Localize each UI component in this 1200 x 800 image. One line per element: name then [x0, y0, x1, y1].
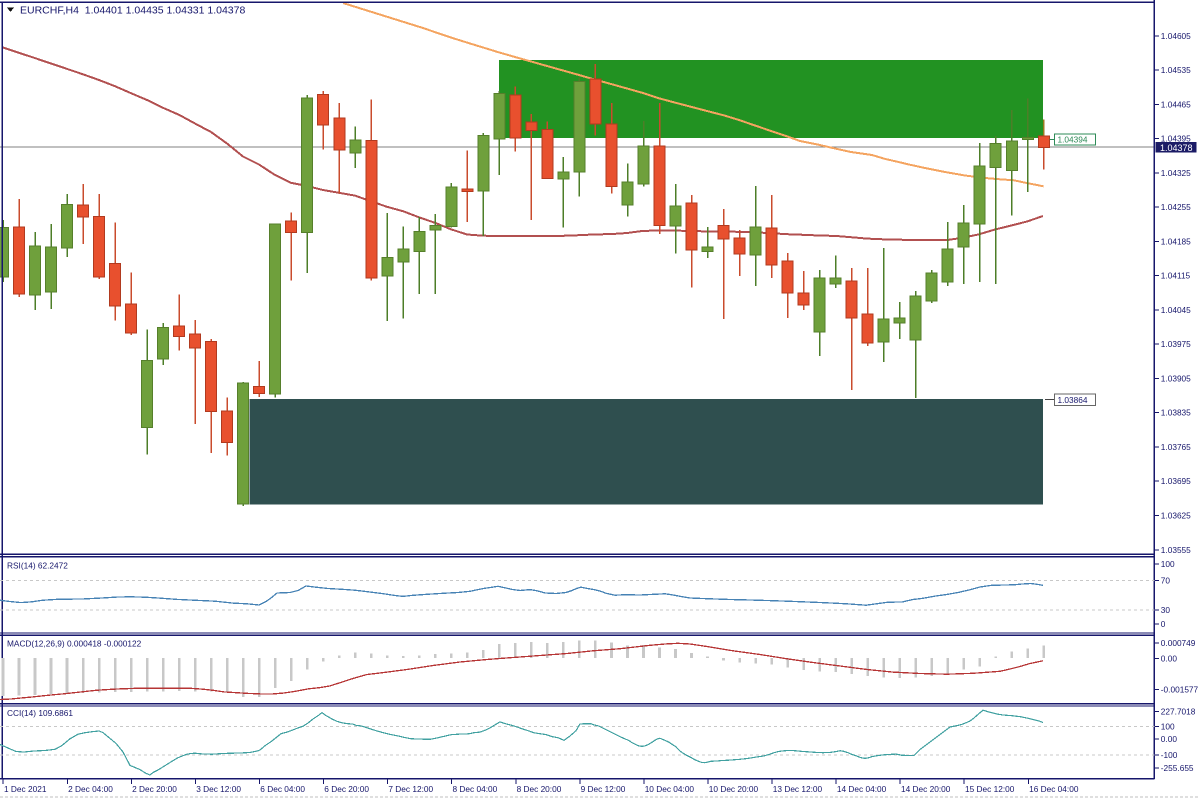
svg-text:2 Dec 04:00: 2 Dec 04:00	[68, 784, 113, 794]
svg-text:1.03625: 1.03625	[1161, 511, 1191, 521]
svg-text:10 Dec 20:00: 10 Dec 20:00	[709, 784, 759, 794]
svg-text:1.04394: 1.04394	[1058, 135, 1088, 145]
svg-text:15 Dec 12:00: 15 Dec 12:00	[965, 784, 1015, 794]
svg-text:1.03864: 1.03864	[1058, 395, 1088, 405]
svg-text:1 Dec 2021: 1 Dec 2021	[4, 784, 47, 794]
svg-text:-255.655: -255.655	[1161, 763, 1194, 773]
svg-text:1.04465: 1.04465	[1161, 99, 1191, 109]
svg-text:1.04115: 1.04115	[1161, 271, 1191, 281]
svg-text:-100: -100	[1161, 750, 1178, 760]
svg-text:1.04378: 1.04378	[1160, 143, 1193, 153]
svg-text:1.04605: 1.04605	[1161, 31, 1191, 41]
svg-text:EURCHF,H4 1.04401 1.04435 1.0: EURCHF,H4 1.04401 1.04435 1.04331 1.0437…	[20, 5, 245, 17]
svg-text:RSI(14) 62.2472: RSI(14) 62.2472	[7, 561, 68, 571]
svg-text:1.03555: 1.03555	[1161, 545, 1191, 555]
svg-text:16 Dec 04:00: 16 Dec 04:00	[1029, 784, 1079, 794]
svg-text:1.04045: 1.04045	[1161, 305, 1191, 315]
svg-text:7 Dec 12:00: 7 Dec 12:00	[388, 784, 433, 794]
svg-text:9 Dec 12:00: 9 Dec 12:00	[581, 784, 626, 794]
svg-text:CCI(14) 109.6861: CCI(14) 109.6861	[7, 708, 73, 718]
svg-text:8 Dec 04:00: 8 Dec 04:00	[453, 784, 498, 794]
svg-text:-0.001577: -0.001577	[1161, 685, 1199, 695]
svg-text:70: 70	[1161, 576, 1171, 586]
svg-text:6 Dec 04:00: 6 Dec 04:00	[260, 784, 305, 794]
svg-text:1.03695: 1.03695	[1161, 476, 1191, 486]
svg-text:0.000749: 0.000749	[1161, 638, 1196, 648]
svg-text:1.03905: 1.03905	[1161, 373, 1191, 383]
svg-text:100: 100	[1161, 559, 1175, 569]
svg-text:10 Dec 04:00: 10 Dec 04:00	[645, 784, 695, 794]
svg-text:1.03765: 1.03765	[1161, 442, 1191, 452]
svg-text:8 Dec 20:00: 8 Dec 20:00	[517, 784, 562, 794]
svg-text:6 Dec 20:00: 6 Dec 20:00	[324, 784, 369, 794]
svg-text:0.00: 0.00	[1161, 734, 1178, 744]
svg-text:1.04535: 1.04535	[1161, 65, 1191, 75]
svg-text:MACD(12,26,9) 0.000418 -0.0001: MACD(12,26,9) 0.000418 -0.000122	[7, 639, 142, 649]
svg-text:13 Dec 12:00: 13 Dec 12:00	[773, 784, 823, 794]
svg-text:1.04255: 1.04255	[1161, 202, 1191, 212]
svg-text:0.00: 0.00	[1161, 654, 1178, 664]
svg-text:30: 30	[1161, 605, 1171, 615]
svg-text:14 Dec 20:00: 14 Dec 20:00	[901, 784, 951, 794]
svg-text:3 Dec 12:00: 3 Dec 12:00	[196, 784, 241, 794]
svg-text:2 Dec 20:00: 2 Dec 20:00	[132, 784, 177, 794]
svg-text:0: 0	[1161, 619, 1166, 629]
svg-text:1.04185: 1.04185	[1161, 236, 1191, 246]
svg-text:227.7018: 227.7018	[1161, 707, 1196, 717]
svg-text:100: 100	[1161, 721, 1175, 731]
svg-text:1.04325: 1.04325	[1161, 168, 1191, 178]
svg-text:14 Dec 04:00: 14 Dec 04:00	[837, 784, 887, 794]
svg-text:1.04395: 1.04395	[1161, 134, 1191, 144]
svg-text:1.03835: 1.03835	[1161, 408, 1191, 418]
svg-text:1.03975: 1.03975	[1161, 339, 1191, 349]
